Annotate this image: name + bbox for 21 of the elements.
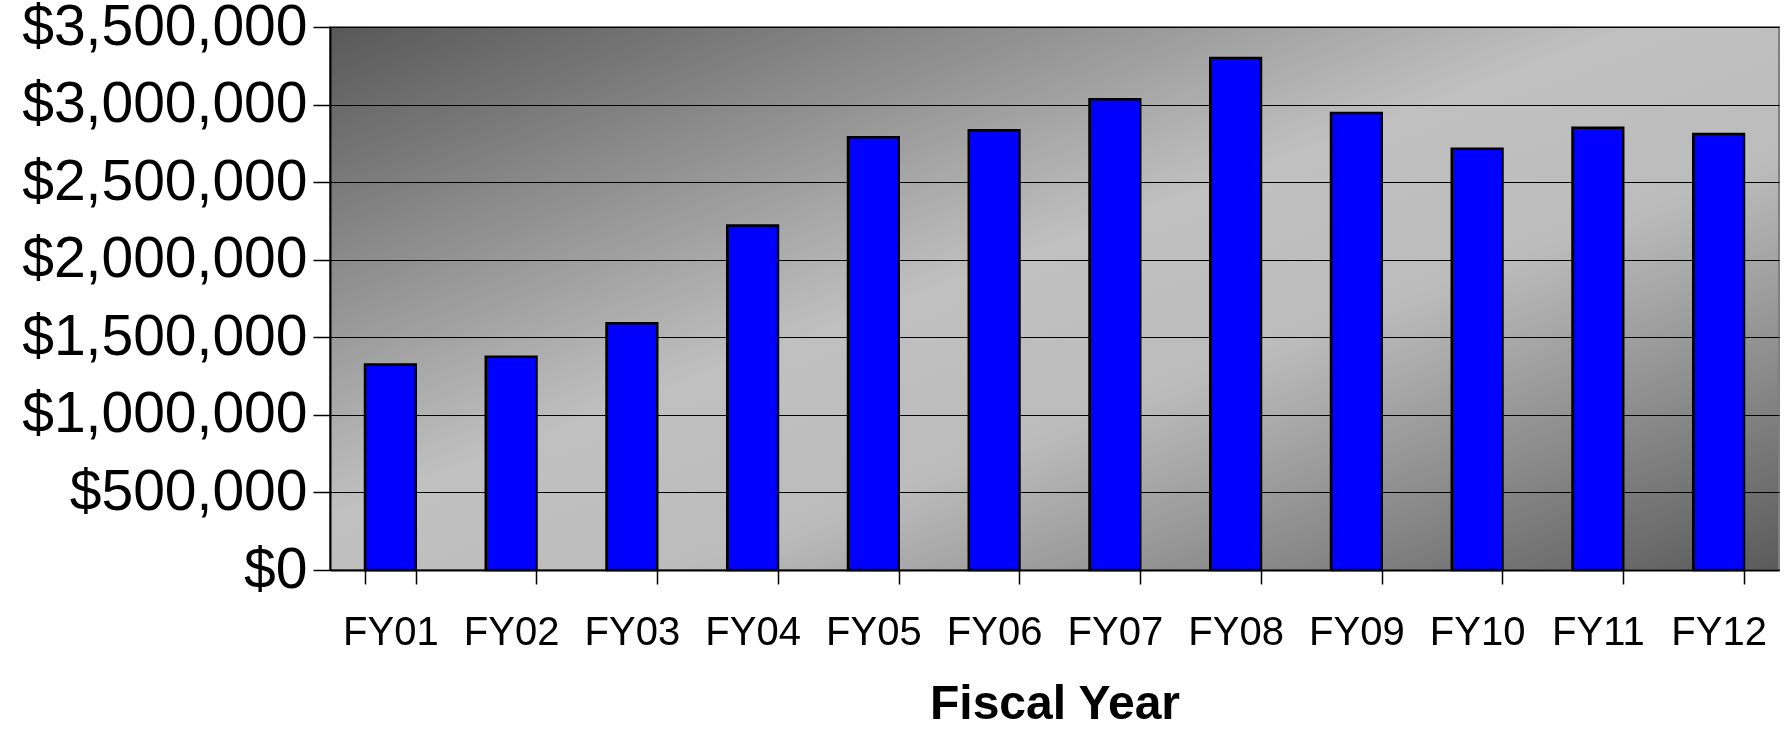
y-tick-label: $3,500,000 [22,0,308,57]
x-axis-title: Fiscal Year [930,675,1180,729]
y-tick-label: $2,500,000 [22,147,308,212]
y-tick-label: $1,000,000 [22,380,308,445]
x-tick-label: FY02 [463,608,560,653]
x-tick-label: FY04 [705,608,801,653]
x-tick-label: FY09 [1309,608,1405,653]
x-tick-label: FY08 [1188,608,1284,653]
x-tick-label: FY06 [946,608,1043,653]
x-tick-label: FY03 [584,608,681,653]
y-tick-label: $500,000 [69,457,308,522]
y-tick-label: $1,500,000 [22,302,308,367]
y-tick-label: $0 [244,535,308,600]
y-tick-label: $2,000,000 [22,225,308,290]
x-tick-label: FY12 [1671,608,1767,653]
x-tick-label: FY07 [1067,608,1164,653]
x-tick-label: FY01 [343,608,439,653]
x-tick-label: FY10 [1429,608,1526,653]
y-tick-label: $3,000,000 [22,70,308,135]
x-tick-label: FY05 [826,608,922,653]
x-tick-label: FY11 [1552,608,1645,653]
